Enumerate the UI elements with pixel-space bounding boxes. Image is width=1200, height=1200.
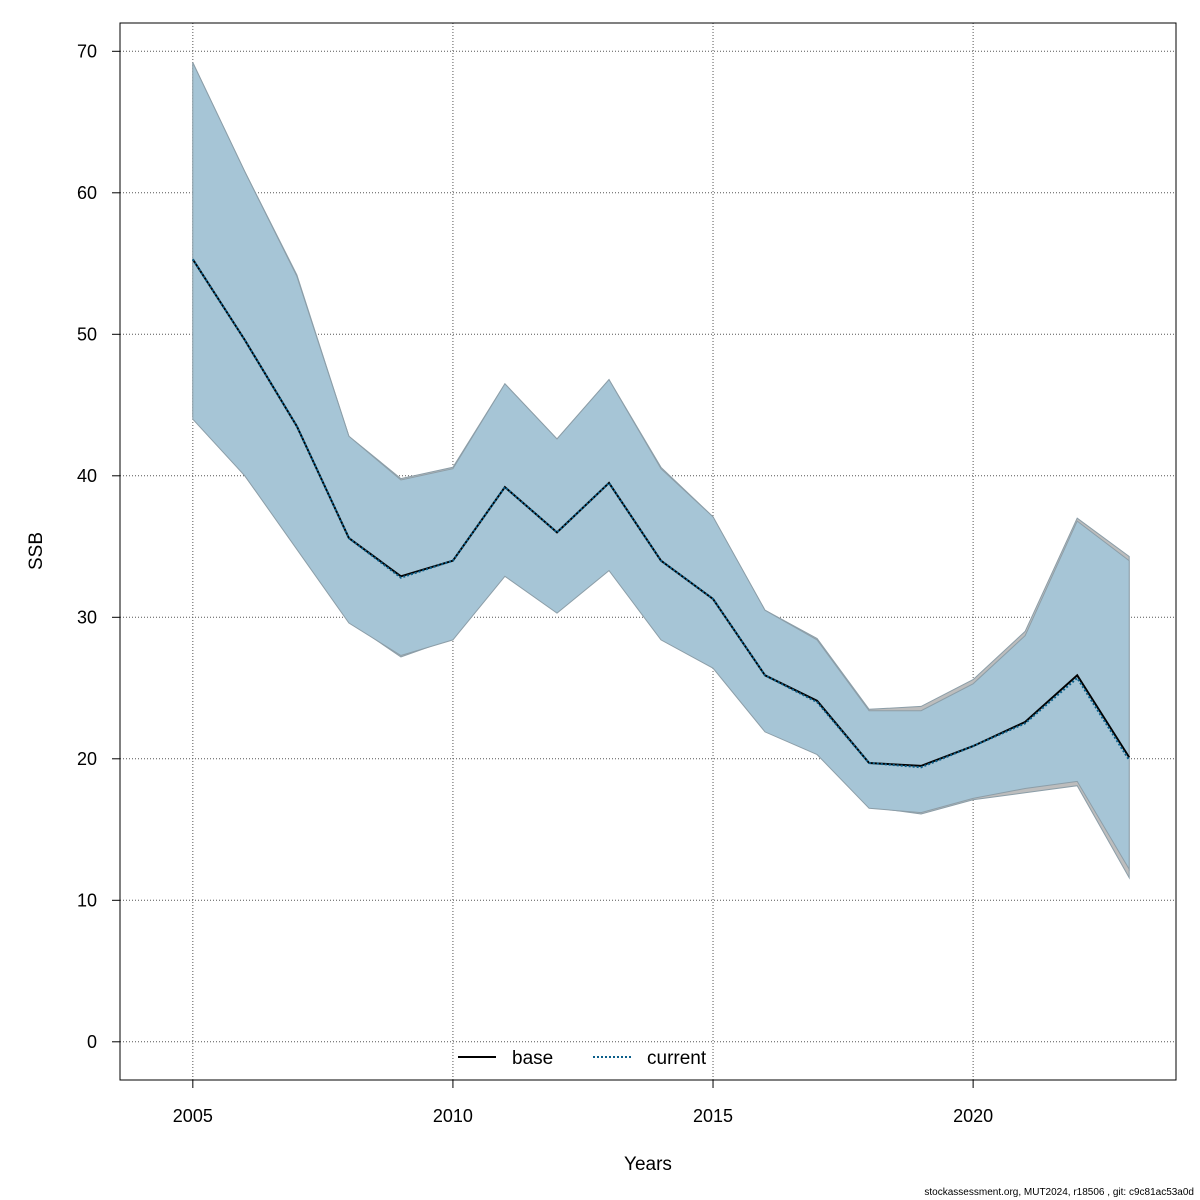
legend-label-current: current [647,1048,707,1069]
y-tick-label: 10 [77,890,97,910]
confidence-bands [192,62,1130,880]
x-tick-label: 2020 [953,1106,993,1126]
line-current [191,258,1131,769]
x-tick-label: 2015 [693,1106,733,1126]
y-tick-label: 30 [77,607,97,627]
x-axis: 2005 2010 2015 2020 [173,1080,993,1126]
x-tick-label: 2005 [173,1106,213,1126]
legend: base current [458,1048,707,1069]
y-tick-label: 0 [87,1032,97,1052]
y-axis: 0 10 20 30 40 50 60 70 [77,41,120,1052]
y-tick-label: 40 [77,466,97,486]
x-axis-label: Years [624,1154,672,1175]
band-current [192,62,1130,872]
series-lines [191,258,1131,769]
footer-credit: stockassessment.org, MUT2024, r18506 , g… [924,1187,1194,1198]
legend-label-base: base [512,1048,553,1069]
y-tick-label: 60 [77,183,97,203]
y-tick-label: 50 [77,324,97,344]
y-tick-label: 20 [77,749,97,769]
y-axis-label: SSB [26,532,47,570]
x-tick-label: 2010 [433,1106,473,1126]
y-tick-label: 70 [77,41,97,61]
plot-frame [119,22,1177,1081]
